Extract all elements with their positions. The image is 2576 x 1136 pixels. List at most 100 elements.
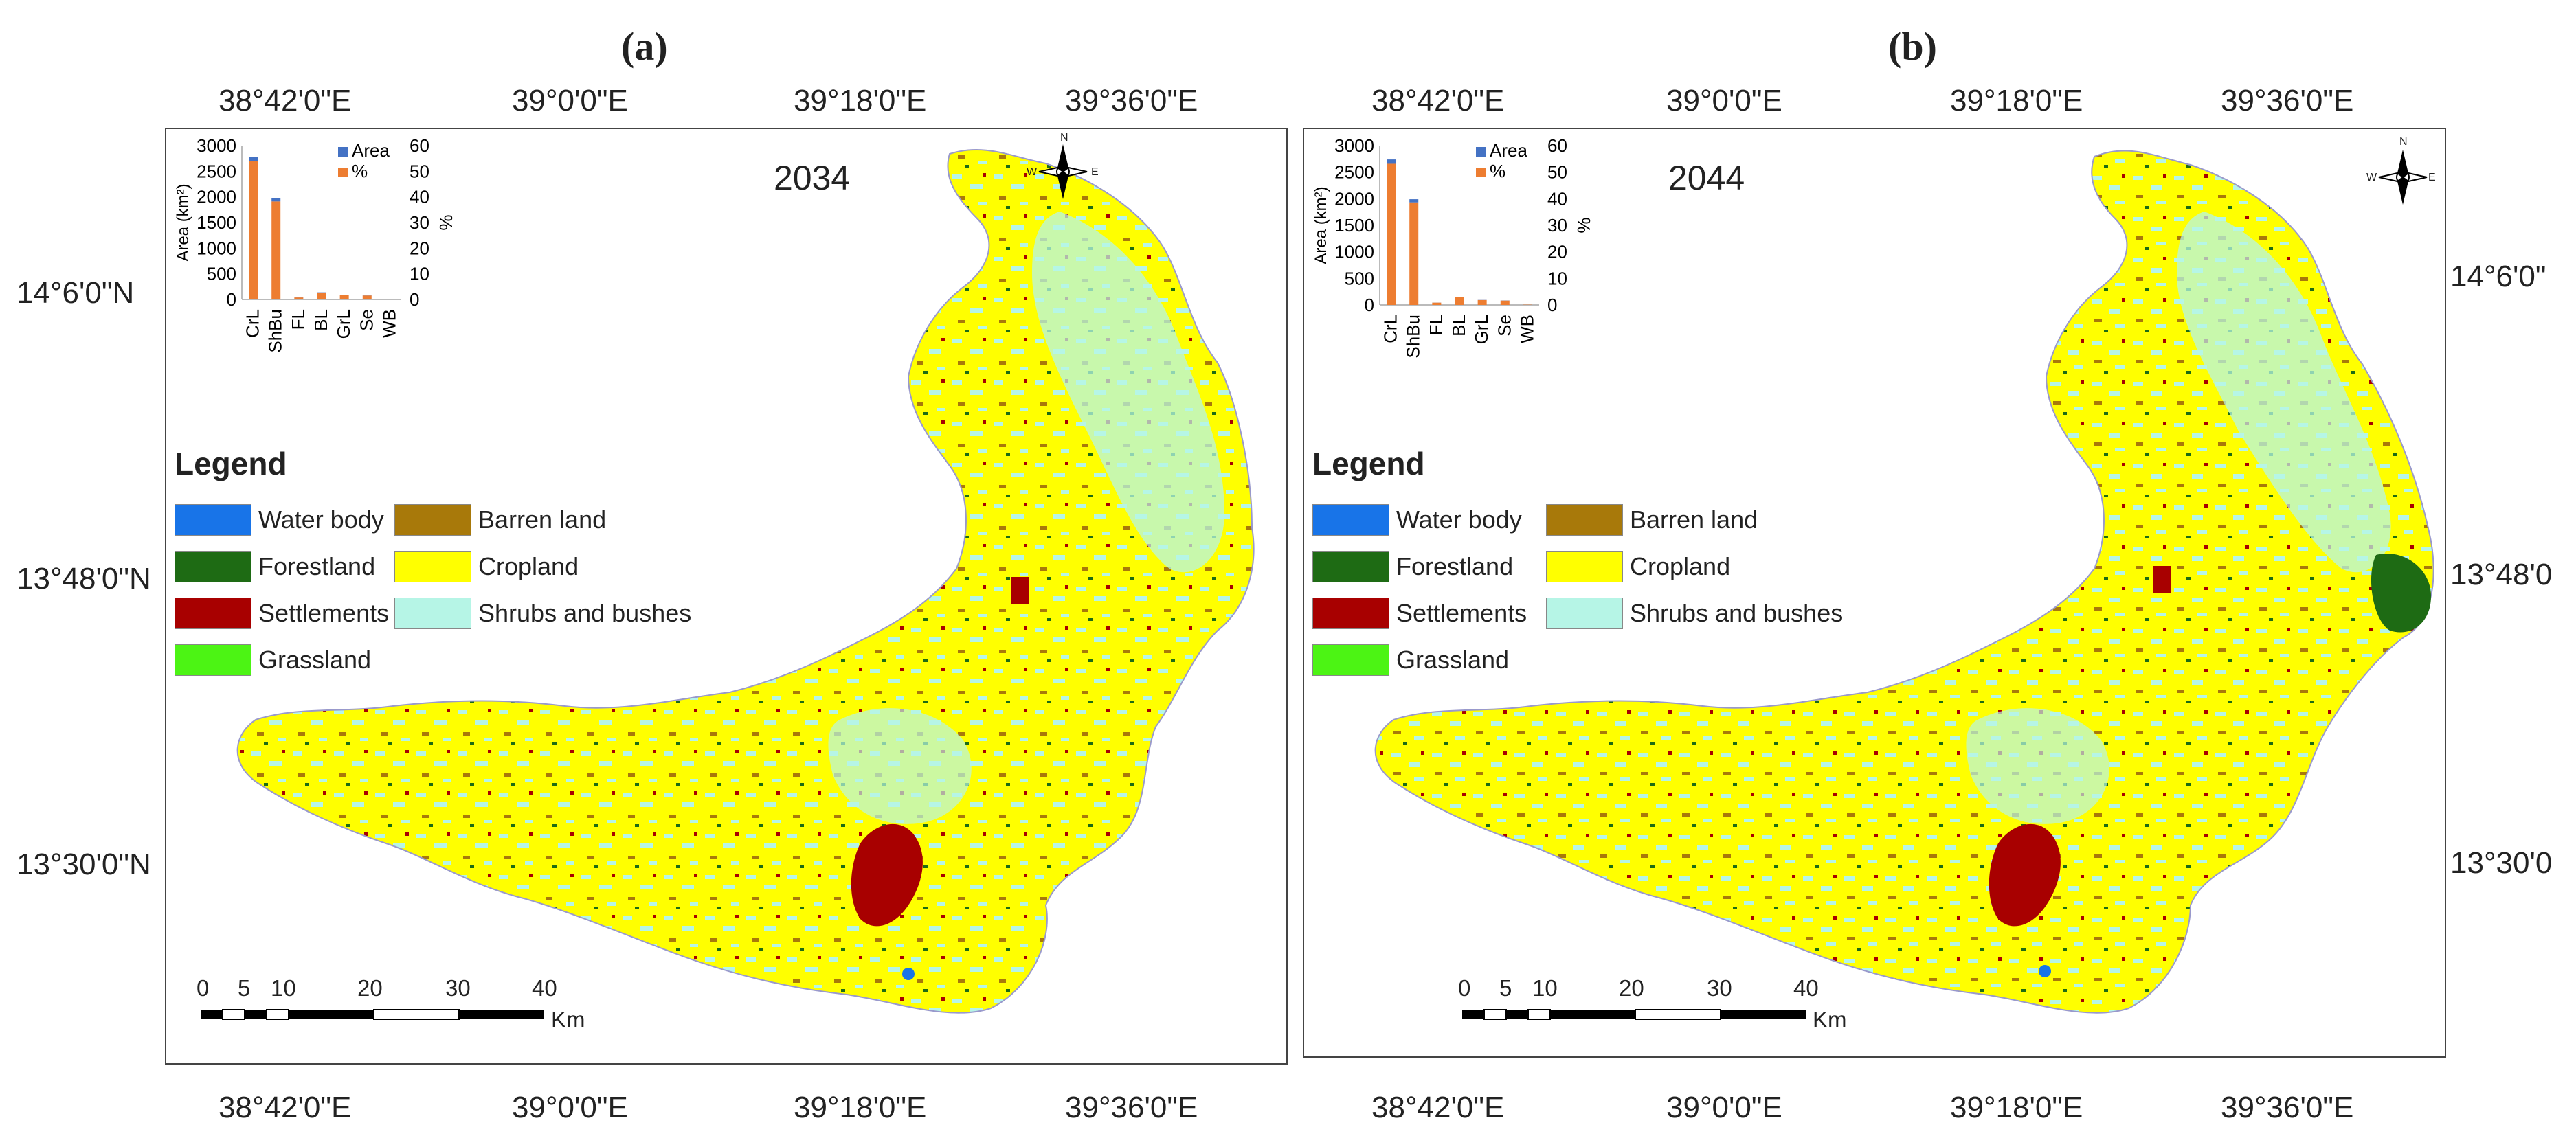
legend-swatch (394, 551, 471, 582)
x-tick-label: FL (288, 309, 309, 330)
y-tick-label: 500 (207, 264, 236, 284)
compass-w: W (1027, 166, 1038, 178)
bottom-coord: 39°0'0"E (512, 1091, 628, 1124)
side-coord: 13°48'0 (2450, 558, 2553, 591)
bar-percent (1432, 302, 1442, 305)
bar-area (1409, 199, 1419, 203)
legend-swatch (175, 598, 251, 629)
scale-label: 20 (357, 975, 383, 1001)
legend-swatch (394, 598, 471, 629)
y2-tick-label: 20 (1547, 242, 1567, 262)
scale-bar-graphic (1462, 1009, 1806, 1020)
x-tick-label: CrL (243, 309, 263, 338)
basin-outline (1374, 150, 2434, 1014)
x-tick-label: WB (379, 309, 399, 338)
legend-swatch (394, 504, 471, 536)
legend-label: Shrubs and bushes (478, 599, 692, 627)
legend-swatch (1312, 598, 1389, 629)
top-coord: 39°0'0"E (512, 84, 628, 117)
water-body (902, 968, 915, 980)
shrub-zone (2177, 212, 2391, 573)
legend-swatch (1312, 644, 1389, 676)
top-coord: 39°36'0"E (2221, 84, 2354, 117)
scale-label: 40 (532, 975, 557, 1001)
forest-patch (2371, 554, 2431, 633)
north-arrow-icon (2378, 150, 2428, 205)
y-tick-label: 1500 (1334, 215, 1374, 236)
legend-swatch-percent (338, 168, 348, 177)
bar-percent (339, 295, 349, 299)
scale-label: 0 (1458, 975, 1471, 1001)
bottom-coord: 38°42'0"E (1371, 1091, 1505, 1124)
legend-label: Forestland (1396, 552, 1514, 580)
y2-tick-label: 20 (410, 238, 429, 258)
y2-tick-label: 50 (1547, 162, 1567, 183)
y2-tick-label: 60 (1547, 135, 1567, 156)
x-tick-label: BL (311, 309, 331, 331)
x-tick-label: CrL (1380, 315, 1401, 343)
y2-axis-title: % (436, 214, 456, 230)
y2-tick-label: 40 (410, 187, 429, 207)
bar-percent (1455, 297, 1464, 305)
bar-percent (271, 201, 281, 299)
bar-percent (1409, 202, 1419, 305)
x-tick-label: BL (1448, 315, 1469, 337)
bottom-coord: 38°42'0"E (219, 1091, 352, 1124)
y2-tick-label: 0 (410, 289, 419, 310)
legend-label: Barren land (478, 505, 607, 534)
scale-unit: Km (1813, 1007, 1847, 1032)
top-coord: 39°18'0"E (794, 84, 927, 117)
legend-swatch-area (1476, 147, 1486, 157)
y-tick-label: 2000 (1334, 188, 1374, 209)
x-tick-label: FL (1426, 315, 1446, 335)
legend-label: Grassland (258, 646, 372, 674)
bottom-coord: 39°36'0"E (2221, 1091, 2354, 1124)
y2-tick-label: 50 (410, 161, 429, 181)
top-coord: 39°36'0"E (1065, 84, 1198, 117)
side-coord: 14°6'0" (2450, 260, 2546, 293)
y-axis-title: Area (km²) (1312, 186, 1330, 264)
y-tick-label: 1000 (1334, 242, 1374, 262)
area-chart-svg: 0 500 1000 1500 2000 2500 3000 0 10 20 30 40 50 60 Are… (1312, 135, 1594, 359)
y2-tick-label: 30 (410, 212, 429, 233)
side-coord: 13°48'0"N (16, 562, 151, 595)
compass-n: N (1060, 132, 1068, 144)
legend-swatch (175, 551, 251, 582)
x-tick-label: Se (1494, 315, 1514, 337)
bar-area (249, 157, 258, 161)
scale-unit: Km (551, 1007, 585, 1032)
y-tick-label: 3000 (197, 135, 236, 156)
y-tick-label: 2000 (197, 187, 236, 207)
bar-area (1387, 159, 1396, 164)
shrub-zone (1966, 708, 2109, 824)
settlement-patch (1011, 577, 1029, 604)
compass-n: N (2399, 136, 2408, 148)
legend-label: Cropland (1630, 552, 1731, 580)
scale-label: 20 (1619, 975, 1644, 1001)
bar-area (271, 198, 281, 202)
scale-label: 5 (1499, 975, 1512, 1001)
shrub-zone (828, 708, 972, 824)
x-tick-label: GrL (333, 309, 354, 339)
legend-label: Water body (1396, 505, 1522, 534)
panel-a-label: (a) (621, 24, 668, 69)
scale-label: 30 (445, 975, 471, 1001)
settlement-cluster (1989, 823, 2061, 927)
shrub-zone (1032, 212, 1224, 573)
bar-percent (1387, 163, 1396, 305)
year-label: 2034 (774, 159, 851, 197)
legend-label: Forestland (258, 552, 376, 580)
y-tick-label: 500 (1345, 268, 1374, 288)
side-coord: 14°6'0"N (16, 276, 135, 310)
north-arrow-icon (1038, 144, 1088, 199)
top-coord: 38°42'0"E (1371, 84, 1505, 117)
legend-label: Water body (258, 505, 384, 534)
map-frame: 0 500 1000 1500 2000 2500 3000 0 10 20 30 40 50 60 Are… (1303, 128, 2446, 1058)
bottom-coord: 39°0'0"E (1666, 1091, 1782, 1124)
y-tick-label: 2500 (197, 161, 236, 181)
scale-label: 5 (238, 975, 251, 1001)
legend-swatch-percent (1476, 168, 1486, 177)
x-tick-label: WB (1516, 315, 1537, 343)
y2-tick-label: 0 (1547, 295, 1557, 315)
legend-label-area: Area (1490, 140, 1527, 161)
